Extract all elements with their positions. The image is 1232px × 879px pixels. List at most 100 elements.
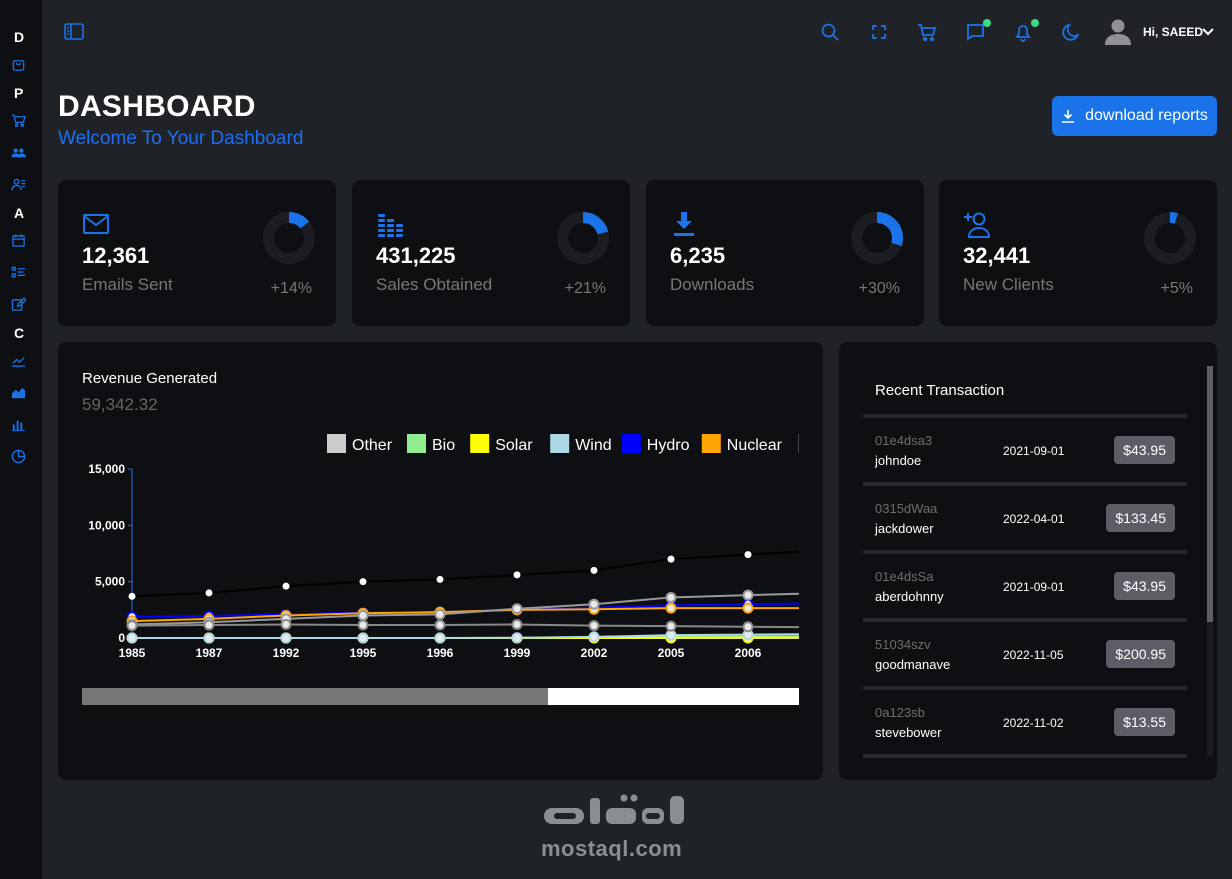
team-icon[interactable] (10, 144, 26, 160)
area-chart-icon[interactable] (10, 384, 26, 400)
download-reports-button[interactable]: download reports (1052, 96, 1217, 136)
transaction-id: 51034szv (875, 637, 931, 652)
cart-icon[interactable] (10, 112, 26, 128)
contacts-icon[interactable] (10, 176, 26, 192)
legend-label[interactable]: Wind (575, 437, 611, 454)
legend-label[interactable]: Solar (495, 437, 533, 454)
moon-icon[interactable] (1060, 21, 1082, 43)
transaction-row[interactable]: 51034szv goodmanave 2022-11-05 $200.95 (863, 622, 1187, 690)
search-icon[interactable] (819, 21, 841, 43)
data-point[interactable] (280, 618, 292, 630)
notification-badge (1031, 19, 1039, 27)
sidebar-toggle-icon[interactable] (63, 22, 85, 42)
legend-swatch[interactable] (701, 434, 721, 453)
calendar-icon[interactable] (10, 232, 26, 248)
data-point[interactable] (588, 598, 600, 610)
data-point[interactable] (434, 619, 446, 631)
ring-progress (557, 212, 609, 264)
transaction-user: stevebower (875, 725, 942, 740)
bar-chart-icon[interactable] (10, 416, 26, 432)
bag-icon[interactable] (10, 56, 26, 72)
data-point[interactable] (742, 621, 754, 633)
legend-swatch[interactable] (327, 434, 346, 453)
series-line[interactable] (132, 633, 800, 639)
series-line[interactable] (131, 623, 800, 629)
page-title: DASHBOARD (58, 90, 256, 123)
data-point[interactable] (742, 602, 754, 614)
legend-label[interactable]: Other (352, 437, 393, 454)
data-point[interactable] (126, 632, 138, 644)
legend-swatch[interactable] (798, 434, 818, 453)
data-point[interactable] (436, 575, 444, 583)
data-point[interactable] (590, 566, 598, 574)
ring-progress (851, 212, 903, 264)
transaction-row[interactable]: 01e4dsSa aberdohnny 2021-09-01 $43.95 (863, 554, 1187, 622)
data-point[interactable] (280, 632, 292, 644)
data-point[interactable] (744, 551, 752, 559)
chevron-down-icon[interactable] (1201, 25, 1215, 39)
legend-label[interactable]: Nuclear (727, 437, 783, 454)
transaction-date: 2021-09-01 (1003, 580, 1065, 594)
user-greeting[interactable]: Hi, SAEED (1143, 25, 1204, 39)
data-point[interactable] (357, 619, 369, 631)
revenue-panel: Revenue Generated 59,342.32 Other Bio Sola… (58, 342, 823, 780)
stat-card-clients: 32,441 New Clients +5% (939, 180, 1217, 326)
chat-badge (983, 19, 991, 27)
transaction-row[interactable]: 01e4dsa3 johndoe 2021-09-01 $43.95 (863, 418, 1187, 486)
data-point[interactable] (434, 632, 446, 644)
revenue-line-chart[interactable]: OtherBioSolarWindHydroNuclearOi05,00010,… (58, 422, 823, 672)
data-point[interactable] (588, 631, 600, 643)
data-point[interactable] (511, 618, 523, 630)
line-chart-icon[interactable] (10, 352, 26, 368)
data-point[interactable] (357, 632, 369, 644)
bell-icon[interactable] (1012, 21, 1034, 43)
transaction-id: 01e4dsSa (875, 569, 934, 584)
chart-scrollbar-thumb[interactable] (82, 688, 549, 705)
cart-icon[interactable] (916, 21, 938, 43)
legend-swatch[interactable] (550, 434, 570, 453)
data-point[interactable] (203, 632, 215, 644)
data-point[interactable] (665, 629, 677, 641)
data-point[interactable] (359, 578, 367, 586)
data-point[interactable] (665, 602, 677, 614)
data-point[interactable] (434, 608, 446, 620)
data-point[interactable] (511, 632, 523, 644)
transactions-scrollbar-thumb[interactable] (1207, 366, 1213, 622)
data-point[interactable] (665, 591, 677, 603)
data-point[interactable] (665, 620, 677, 632)
data-point[interactable] (205, 589, 213, 597)
legend-label[interactable]: Bio (432, 437, 455, 454)
fullscreen-icon[interactable] (868, 21, 890, 43)
data-point[interactable] (128, 592, 136, 600)
legend-swatch[interactable] (621, 434, 641, 453)
series-line[interactable] (131, 550, 800, 598)
stat-card-downloads: 6,235 Downloads +30% (646, 180, 924, 326)
legend-label[interactable]: Hydro (647, 437, 690, 454)
edit-icon[interactable] (10, 296, 26, 312)
y-tick-label: 5,000 (95, 575, 125, 589)
chart-scrollbar[interactable] (82, 688, 799, 705)
page-subtitle: Welcome To Your Dashboard (58, 128, 304, 149)
transaction-user: aberdohnny (875, 589, 944, 604)
data-point[interactable] (588, 620, 600, 632)
data-point[interactable] (126, 620, 138, 632)
series-line[interactable] (131, 592, 800, 626)
data-point[interactable] (511, 603, 523, 615)
legend-swatch[interactable] (407, 434, 426, 453)
data-point[interactable] (203, 619, 215, 631)
stat-progress-ring (1144, 212, 1196, 264)
data-point[interactable] (513, 571, 521, 579)
data-point[interactable] (357, 609, 369, 621)
user-avatar[interactable] (1103, 16, 1133, 46)
list-icon[interactable] (10, 264, 26, 280)
transaction-row[interactable]: 0a123sb stevebower 2022-11-02 $13.55 (863, 690, 1187, 758)
data-point[interactable] (282, 582, 290, 590)
data-point[interactable] (742, 589, 754, 601)
pie-chart-icon[interactable] (10, 448, 26, 464)
data-point[interactable] (667, 555, 675, 563)
legend-swatch[interactable] (470, 434, 490, 453)
series-line[interactable] (131, 602, 800, 618)
transaction-row[interactable]: 0315dWaa jackdower 2022-04-01 $133.45 (863, 486, 1187, 554)
x-tick-label: 1987 (196, 646, 223, 660)
transaction-user: jackdower (875, 521, 934, 536)
